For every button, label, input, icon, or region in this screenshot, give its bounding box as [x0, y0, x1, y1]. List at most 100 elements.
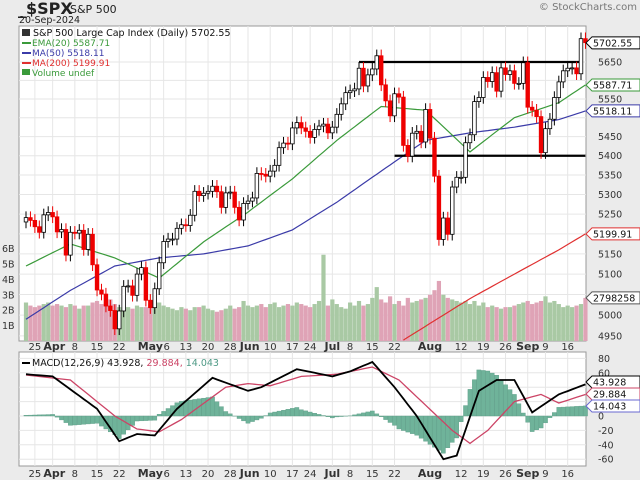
- macd-histogram-bar: [556, 407, 562, 417]
- macd-histogram-bar: [161, 411, 166, 417]
- macd-histogram-bar: [205, 397, 211, 417]
- volume-bar: [205, 308, 211, 341]
- value-tag-signal: 29.884: [585, 387, 640, 401]
- macd-histogram-bar: [130, 415, 135, 426]
- candle-body: [481, 77, 486, 98]
- volume-tick-label: 3B: [2, 290, 15, 301]
- axes: 4950 5000 5100 5150 5250 5300 5350 5400 5450 5550…: [2, 58, 622, 480]
- candle-body: [210, 185, 215, 192]
- volume-bar: [188, 310, 193, 341]
- macd-histogram-bar: [63, 415, 69, 423]
- value-tag-text: 5702.55: [593, 38, 632, 49]
- candle-body: [50, 212, 55, 218]
- macd-histogram-bar: [374, 413, 380, 417]
- volume-bar: [476, 305, 481, 341]
- candle-body: [103, 293, 109, 307]
- date-tick-label: 6: [163, 469, 169, 480]
- volume-bar: [201, 305, 206, 341]
- candle-body: [276, 147, 282, 166]
- value-tag-box: [585, 375, 640, 389]
- candle-body: [23, 217, 29, 223]
- candle-body: [410, 132, 415, 157]
- volume-bar: [37, 305, 42, 341]
- macd-legend-text: MACD(12,26,9) 43.928, 29.884, 14.043: [32, 358, 219, 369]
- macd-histogram-bar: [294, 407, 300, 417]
- candle-body: [534, 109, 539, 117]
- moving-averages: [25, 60, 586, 341]
- candle-body: [467, 134, 473, 144]
- price-tick-label: 5350: [598, 170, 622, 181]
- macd-histogram-bar: [370, 410, 375, 417]
- volume-bar: [387, 296, 393, 341]
- macd-histogram-bar: [227, 413, 233, 417]
- macd-histogram-bar: [445, 415, 451, 448]
- macd-histogram-bar: [365, 411, 371, 417]
- candle-body: [414, 130, 419, 134]
- candle-body: [330, 126, 335, 134]
- date-tick-label: 6: [163, 342, 169, 353]
- macd-histogram-bar: [454, 415, 459, 439]
- volume-bar: [321, 254, 326, 341]
- value-tag-macd: 43.928: [585, 375, 640, 389]
- macd-histogram-bar: [307, 411, 313, 417]
- volume-bar: [219, 310, 224, 341]
- macd-histogram-bar: [41, 414, 47, 417]
- volume-bar: [41, 304, 46, 341]
- macd-plot: [23, 360, 588, 461]
- value-tag-ma200: 5199.91: [585, 227, 640, 240]
- macd-histogram-bar: [245, 415, 251, 424]
- candle-body: [143, 267, 149, 301]
- volume-icon: [22, 69, 30, 75]
- volume-bar: [241, 300, 246, 341]
- macd-histogram-bar: [219, 406, 224, 417]
- candle-body: [498, 67, 504, 92]
- candle-body: [458, 176, 464, 179]
- macd-histogram-bar: [392, 415, 397, 426]
- volume-bar: [232, 308, 237, 341]
- candle-body: [188, 214, 193, 226]
- volume-bar: [352, 305, 357, 341]
- candle-body: [267, 170, 273, 177]
- candle-body: [378, 55, 384, 86]
- macd-histogram-bar: [179, 401, 184, 417]
- volume-bar: [121, 305, 126, 341]
- symbol: _$SPX: [18, 0, 73, 18]
- macd-histogram-bar: [494, 375, 499, 417]
- volume-bar: [170, 308, 175, 341]
- macd-histogram-bar: [463, 405, 468, 417]
- candle-body: [303, 127, 308, 132]
- macd-tick-label: -60: [598, 455, 614, 466]
- volume-bar: [103, 302, 109, 341]
- macd-histogram-bar: [214, 401, 220, 417]
- price-tick-label: 5550: [598, 94, 622, 105]
- candle-body: [72, 231, 78, 234]
- value-tag-volume: 2798258: [585, 291, 640, 304]
- volume-tick-label: 1B: [2, 321, 15, 332]
- volume-bar: [401, 305, 406, 341]
- volume-bar: [516, 304, 521, 341]
- macd-histogram-bar: [241, 415, 246, 422]
- volume-bar: [490, 305, 495, 341]
- volume-bar: [228, 305, 233, 341]
- value-tag-text: 5518.11: [593, 106, 632, 117]
- volume-bar: [383, 302, 388, 341]
- volume-bar: [72, 305, 77, 341]
- price-tick-label: 5000: [598, 311, 622, 322]
- candle-body: [59, 229, 64, 233]
- macd-histogram-bar: [383, 415, 388, 420]
- macd-histogram-bar: [68, 415, 73, 426]
- value-tag-text: 29.884: [593, 390, 626, 401]
- candle-body: [241, 203, 246, 221]
- value-tag-text: 14.043: [593, 402, 626, 413]
- macd-histogram-bar: [72, 415, 78, 426]
- volume-bar: [152, 300, 157, 341]
- volume-bar: [481, 302, 486, 341]
- volume-bar: [90, 302, 95, 341]
- macd-histogram-bar: [316, 414, 322, 417]
- volume-bar: [427, 294, 433, 341]
- volume-bar: [259, 304, 264, 341]
- candle-body: [565, 67, 570, 72]
- volume-bar: [503, 307, 508, 341]
- macd-histogram-bar: [481, 370, 486, 417]
- volume-bar: [245, 305, 251, 341]
